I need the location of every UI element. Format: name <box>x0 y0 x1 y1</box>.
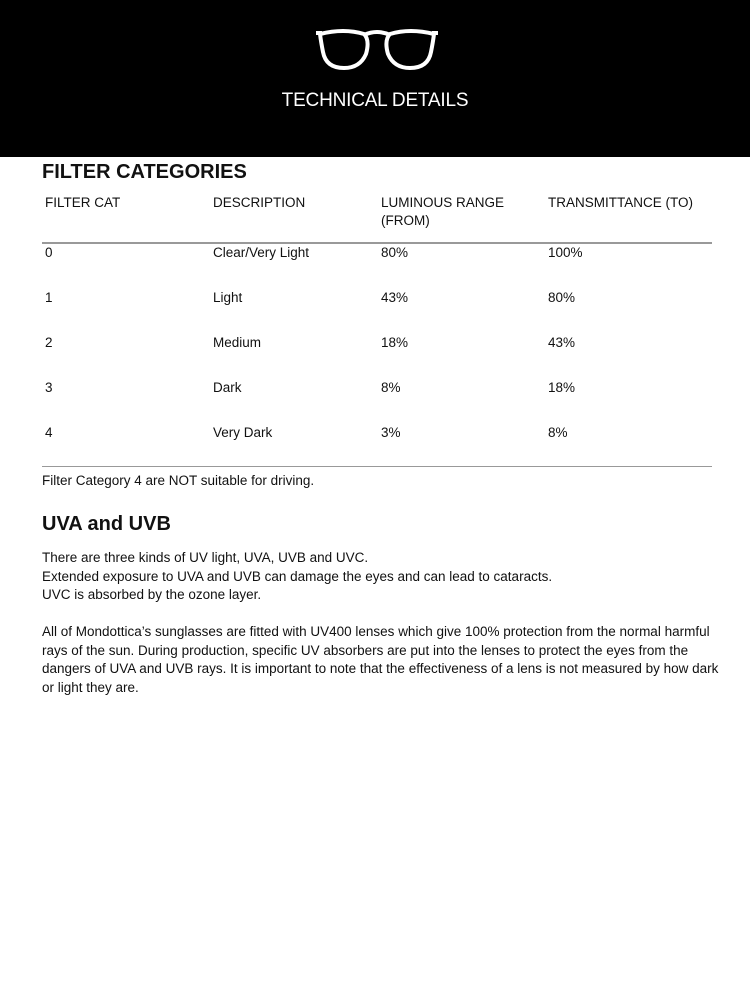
cell-transmittance-to: 18% <box>548 380 576 395</box>
filter-categories-heading: FILTER CATEGORIES <box>42 161 247 183</box>
cell-filter-cat: 3 <box>45 380 53 395</box>
cell-filter-cat: 2 <box>45 335 53 350</box>
column-header-filter-cat: FILTER CAT <box>45 195 121 210</box>
uv-intro-line: There are three kinds of UV light, UVA, … <box>42 550 369 565</box>
cell-filter-cat: 1 <box>45 290 53 305</box>
cell-transmittance-to: 43% <box>548 335 576 350</box>
cell-description: Medium <box>213 335 262 350</box>
cell-transmittance-to: 8% <box>548 425 568 440</box>
column-header-transmittance: TRANSMITTANCE (TO) <box>548 195 693 210</box>
column-header-description: DESCRIPTION <box>213 195 306 210</box>
cell-luminous-from: 43% <box>381 290 409 305</box>
cell-luminous-from: 18% <box>381 335 409 350</box>
cell-filter-cat: 4 <box>45 425 53 440</box>
cell-description: Light <box>213 290 243 305</box>
header-banner: TECHNICAL DETAILS <box>0 0 750 157</box>
uv400-paragraph: All of Mondottica’s sunglasses are fitte… <box>42 624 719 695</box>
eyeglasses-icon <box>316 29 438 71</box>
cell-luminous-from: 8% <box>381 380 401 395</box>
uv-intro-line: UVC is absorbed by the ozone layer. <box>42 587 262 602</box>
table-bottom-divider <box>42 466 712 467</box>
uva-uvb-heading: UVA and UVB <box>42 513 171 535</box>
cell-transmittance-to: 100% <box>548 245 583 260</box>
table-header-divider <box>42 242 712 244</box>
page-title: TECHNICAL DETAILS <box>281 90 469 111</box>
cell-transmittance-to: 80% <box>548 290 576 305</box>
cell-description: Dark <box>213 380 242 395</box>
column-header-luminous-range: LUMINOUS RANGE (FROM) <box>381 195 505 228</box>
uv-intro-line: Extended exposure to UVA and UVB can dam… <box>42 568 553 584</box>
cell-description: Clear/Very Light <box>213 245 310 260</box>
cell-luminous-from: 80% <box>381 245 409 260</box>
cell-description: Very Dark <box>213 425 273 440</box>
cell-filter-cat: 0 <box>45 245 53 260</box>
filter-note: Filter Category 4 are NOT suitable for d… <box>42 473 315 488</box>
cell-luminous-from: 3% <box>381 425 401 440</box>
